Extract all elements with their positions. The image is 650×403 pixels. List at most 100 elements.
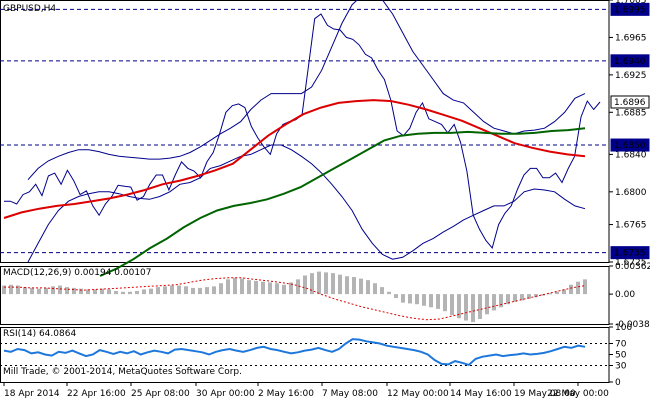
- macd-histogram-bar: [506, 294, 510, 305]
- macd-histogram-bar: [254, 280, 258, 295]
- level-price-marker: [610, 138, 650, 152]
- level-price-label: 1.6850: [614, 141, 646, 151]
- macd-histogram-bar: [261, 281, 265, 295]
- macd-histogram-bar: [429, 294, 433, 308]
- macd-histogram-bar: [541, 294, 545, 296]
- macd-histogram-bar: [485, 294, 489, 315]
- copyright-text: Mill Trade, © 2001-2014, MetaQuotes Soft…: [3, 367, 242, 377]
- macd-histogram-bar: [58, 285, 62, 295]
- macd-histogram-bar: [191, 287, 195, 295]
- macd-histogram-bar: [548, 293, 552, 295]
- time-tick-label: 19 May 08:00: [514, 389, 576, 399]
- price-tick-label: 1.6800: [615, 188, 647, 198]
- macd-histogram-bar: [415, 294, 419, 305]
- macd-histogram-bar: [457, 294, 461, 319]
- macd-histogram-bar: [156, 287, 160, 295]
- macd-histogram-bar: [2, 285, 6, 295]
- price-tick-label: 1.6885: [615, 108, 647, 118]
- price-tick-label: 1.6725: [615, 258, 647, 268]
- rsi-title: RSI(14) 64.0864: [3, 329, 77, 339]
- macd-histogram-bar: [121, 291, 125, 295]
- time-tick-label: 12 May 00:00: [387, 389, 449, 399]
- macd-histogram-bar: [149, 288, 153, 295]
- macd-histogram-bar: [184, 286, 188, 295]
- macd-histogram-bar: [114, 291, 118, 295]
- macd-histogram-bar: [527, 294, 531, 299]
- macd-histogram-bar: [247, 280, 251, 295]
- rsi-tick-label: 30: [615, 362, 627, 372]
- macd-histogram-bar: [317, 271, 321, 295]
- macd-histogram-bar: [212, 286, 216, 295]
- macd-histogram-bar: [408, 294, 412, 304]
- macd-histogram-bar: [268, 282, 272, 295]
- macd-histogram-bar: [9, 284, 13, 295]
- macd-histogram-bar: [310, 273, 314, 295]
- macd-histogram-bar: [464, 294, 468, 321]
- macd-histogram-bar: [359, 278, 363, 295]
- moving-average-line: [99, 127, 586, 277]
- macd-histogram-bar: [331, 273, 335, 295]
- level-price-label: 1.6940: [614, 57, 646, 67]
- rsi-tick-label: 0: [615, 378, 621, 388]
- macd-tick-label: 0.00362: [615, 262, 650, 272]
- macd-histogram-bar: [380, 287, 384, 295]
- rsi-tick-label: 70: [615, 340, 627, 350]
- macd-histogram-bar: [422, 294, 426, 306]
- macd-histogram-bar: [37, 288, 41, 295]
- macd-histogram-bar: [520, 294, 524, 301]
- macd-histogram-bar: [240, 278, 244, 295]
- bollinger-line: [27, 0, 586, 181]
- macd-histogram-bar: [163, 286, 167, 295]
- macd-histogram-bar: [128, 291, 132, 295]
- macd-histogram-bar: [289, 282, 293, 295]
- macd-histogram-bar: [569, 284, 573, 295]
- time-axis: 18 Apr 2014 22 Apr 16:00 25 Apr 08:00 30 Ap…: [3, 382, 609, 399]
- current-price-marker: [610, 95, 650, 109]
- time-tick-label: 2 May 16:00: [258, 389, 314, 399]
- macd-histogram-bar: [51, 286, 55, 295]
- macd-histogram-bar: [135, 291, 139, 295]
- macd-histogram-bar: [443, 294, 447, 312]
- level-price-marker: [610, 54, 650, 68]
- rsi-line: [3, 338, 586, 367]
- macd-histogram-bar: [44, 287, 48, 295]
- time-tick-label: 30 Apr 00:00: [196, 389, 255, 399]
- macd-histogram-bar: [499, 294, 503, 308]
- macd-histogram-bar: [177, 285, 181, 295]
- macd-tick-label: 0.00: [615, 290, 635, 300]
- price-axis: 1.70051.69651.69251.68851.68401.68001.67…: [609, 0, 650, 388]
- macd-histogram-bar: [478, 294, 482, 319]
- macd-histogram-bar: [30, 287, 34, 295]
- macd-histogram-bar: [86, 289, 90, 295]
- macd-histogram-bar: [324, 272, 328, 295]
- macd-histogram-bar: [352, 277, 356, 295]
- time-tick-label: 22 May 00:00: [547, 389, 609, 399]
- macd-histogram-bar: [100, 288, 104, 295]
- moving-average-line: [3, 99, 586, 219]
- time-tick-label: 25 Apr 08:00: [131, 389, 190, 399]
- macd-histogram-bar: [219, 283, 223, 295]
- price-tick-label: 1.6765: [615, 221, 647, 231]
- macd-histogram-bar: [436, 294, 440, 309]
- macd-histogram-bar: [471, 294, 475, 323]
- panel-borders: [0, 0, 610, 383]
- rsi-panel: [0, 338, 609, 367]
- macd-histogram-bar: [142, 289, 146, 295]
- macd-histogram-bar: [576, 281, 580, 295]
- main-chart-title: GBPUSD,H4: [3, 4, 57, 14]
- macd-histogram-bar: [562, 289, 566, 295]
- macd-histogram-bar: [233, 277, 237, 295]
- macd-histogram-bar: [198, 287, 202, 295]
- price-panel: [0, 0, 609, 277]
- price-tick-label: 1.6965: [615, 33, 647, 43]
- price-tick-label: 1.6925: [615, 71, 647, 81]
- macd-histogram-bar: [373, 283, 377, 295]
- macd-histogram-bar: [534, 294, 538, 298]
- macd-histogram-bar: [282, 284, 286, 295]
- time-tick-label: 22 Apr 16:00: [67, 389, 126, 399]
- level-price-label: 1.6735: [614, 249, 646, 259]
- macd-histogram-bar: [226, 279, 230, 295]
- price-tick-label: 1.6840: [615, 150, 647, 160]
